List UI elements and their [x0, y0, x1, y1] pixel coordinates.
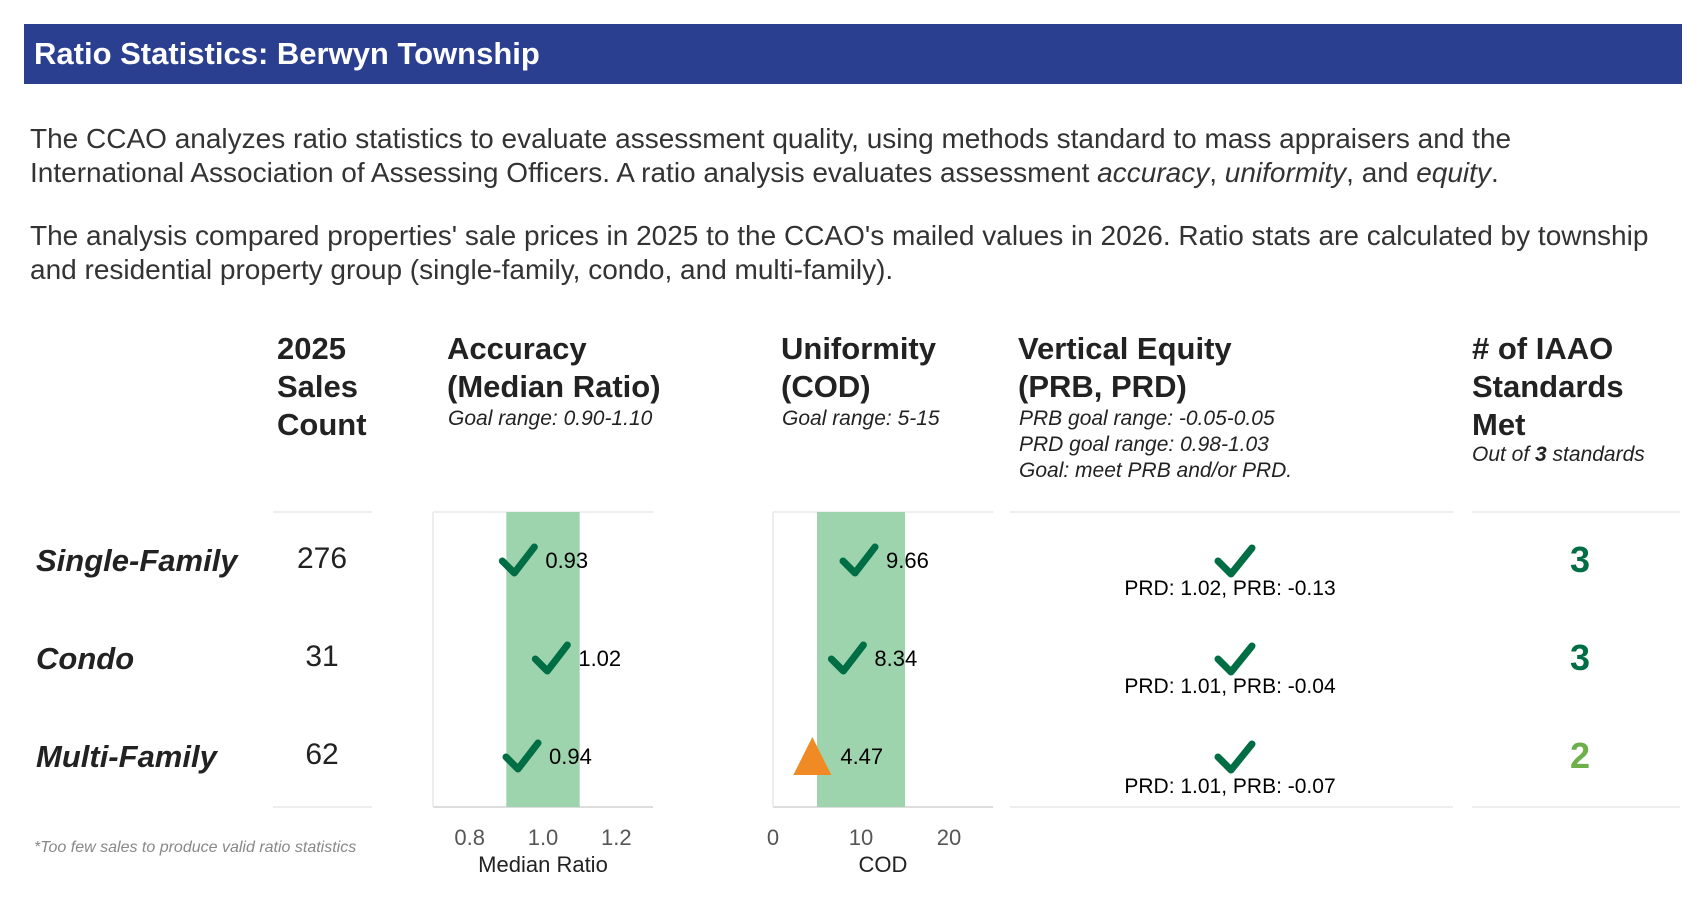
subtitle-text: standards — [1546, 443, 1645, 466]
intro-separator: , and — [1346, 157, 1417, 188]
intro-separator: , — [1209, 157, 1225, 188]
equity-check-icon — [1214, 544, 1256, 578]
data-label: 9.66 — [886, 548, 929, 573]
x-tick-label: 0.8 — [454, 825, 485, 850]
header-line: Vertical Equity — [1018, 331, 1232, 366]
intro-text: The CCAO analyzes ratio statistics to ev… — [30, 123, 1512, 188]
x-tick-label: 20 — [937, 825, 961, 850]
x-tick-label: 0 — [767, 825, 779, 850]
x-tick-label: 10 — [849, 825, 873, 850]
equity-check-icon — [1214, 642, 1256, 676]
sales-count-header: 2025 Sales Count — [277, 330, 367, 444]
intro-paragraph-2: The analysis compared properties' sale p… — [30, 220, 1649, 285]
header-line: (Median Ratio) — [447, 369, 661, 404]
data-label: 1.02 — [578, 646, 621, 671]
header-line: Accuracy — [447, 331, 587, 366]
standards-subtitle: Out of 3 standards — [1472, 442, 1645, 468]
check-icon — [502, 739, 542, 773]
row-label-multi-family: Multi-Family — [36, 739, 217, 774]
accuracy-goal: Goal range: 0.90-1.10 — [448, 407, 653, 430]
accuracy-header: Accuracy (Median Ratio) — [447, 330, 661, 406]
page-title: Ratio Statistics: Berwyn Township — [34, 36, 540, 71]
intro-paragraph-1: The CCAO analyzes ratio statistics to ev… — [30, 122, 1670, 190]
intro-equity: equity — [1416, 157, 1491, 188]
x-tick-label: 1.2 — [601, 825, 632, 850]
equity-text-single-family: PRD: 1.02, PRB: -0.13 — [1124, 577, 1336, 600]
uniformity-goal: Goal range: 5-15 — [782, 407, 940, 430]
equity-goals: PRB goal range: -0.05-0.05 PRD goal rang… — [1019, 406, 1292, 484]
header-line: Sales — [277, 369, 359, 404]
title-banner: Ratio Statistics: Berwyn Township — [24, 24, 1682, 84]
header-line: 2025 — [277, 331, 346, 366]
header-line: # of IAAO — [1472, 331, 1614, 366]
sales-count-multi-family: 62 — [305, 738, 339, 771]
iaao-standards-header: # of IAAO Standards Met — [1472, 330, 1624, 444]
equity-text-condo: PRD: 1.01, PRB: -0.04 — [1124, 675, 1336, 698]
warning-triangle-icon — [793, 737, 832, 775]
standards-met-single-family: 3 — [1569, 539, 1591, 580]
goal-range-band — [506, 512, 580, 807]
data-label: 0.93 — [545, 548, 588, 573]
chart-panel-1: 0 10 20 COD 9.66 8.34 4.47 — [767, 512, 961, 877]
row-label-single-family: Single-Family — [36, 543, 238, 578]
check-icon — [839, 543, 879, 577]
intro-uniformity: uniformity — [1224, 157, 1347, 188]
x-axis-label: Median Ratio — [478, 852, 608, 877]
intro-accuracy: accuracy — [1097, 157, 1210, 188]
x-tick-label: 1.0 — [528, 825, 559, 850]
row-label-condo: Condo — [36, 641, 135, 676]
x-axis-label: COD — [859, 852, 908, 877]
standards-met-condo: 3 — [1569, 637, 1591, 678]
sales-count-condo: 31 — [305, 640, 339, 673]
sales-count-single-family: 276 — [296, 542, 348, 575]
data-label: 4.47 — [840, 744, 883, 769]
header-line: Count — [277, 407, 367, 442]
subtitle-text: Out of — [1472, 443, 1536, 466]
intro-period: . — [1490, 157, 1499, 188]
check-icon — [531, 641, 571, 675]
equity-check-icon — [1214, 740, 1256, 774]
uniformity-header: Uniformity (COD) — [781, 330, 936, 406]
check-icon — [827, 641, 867, 675]
header-line: Standards — [1472, 369, 1624, 404]
data-label: 0.94 — [549, 744, 592, 769]
header-line: Uniformity — [781, 331, 936, 366]
equity-goal: Goal: meet PRB and/or PRD. — [1019, 459, 1293, 482]
data-label: 8.34 — [874, 646, 917, 671]
footnote: *Too few sales to produce valid ratio st… — [34, 839, 357, 856]
equity-text-multi-family: PRD: 1.01, PRB: -0.07 — [1124, 775, 1336, 798]
prb-goal: PRB goal range: -0.05-0.05 — [1019, 407, 1275, 430]
vertical-equity-header: Vertical Equity (PRB, PRD) — [1018, 330, 1232, 406]
standards-met-multi-family: 2 — [1569, 735, 1591, 776]
header-line: (PRB, PRD) — [1018, 369, 1187, 404]
equity-check-marks — [1214, 544, 1256, 774]
panel-frames — [273, 511, 1680, 808]
check-icon — [498, 543, 538, 577]
header-line: (COD) — [781, 369, 871, 404]
header-line: Met — [1472, 407, 1526, 442]
subtitle-number: 3 — [1535, 443, 1547, 466]
prd-goal: PRD goal range: 0.98-1.03 — [1019, 433, 1269, 456]
